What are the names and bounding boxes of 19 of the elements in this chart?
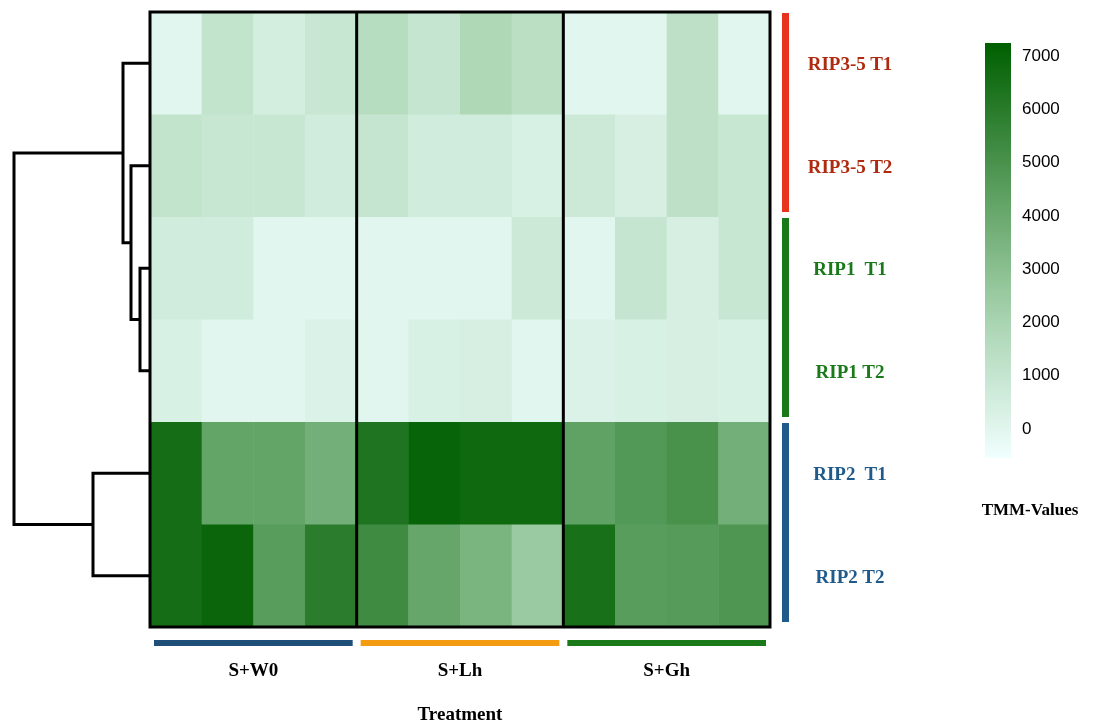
color-bar-label: 2000 <box>1022 312 1060 332</box>
color-bar-label: 0 <box>1022 418 1032 438</box>
color-bar-label: 5000 <box>1022 152 1060 172</box>
x-axis-title: Treatment <box>417 703 504 724</box>
y-tick-label: RIP1 T2 <box>815 360 885 382</box>
y-tick-label: RIP1 T1 <box>813 258 887 280</box>
color-bar-label: 3000 <box>1022 258 1060 278</box>
y-tick-label: RIP2 T1 <box>813 463 887 485</box>
color-bar-title: TMM-Values <box>981 500 1079 519</box>
y-tick-label: RIP3-5 T2 <box>807 155 893 177</box>
color-bar-label: 6000 <box>1022 99 1060 119</box>
y-tick-label: RIP2 T2 <box>815 565 885 587</box>
y-tick-label: RIP3-5 T1 <box>807 53 893 75</box>
text: S+Lh <box>437 659 483 680</box>
color-bar-label: 7000 <box>1022 45 1060 65</box>
color-bar-label: 4000 <box>1022 205 1060 225</box>
text: S+Gh <box>643 659 691 680</box>
text: S+W0 <box>228 659 279 680</box>
color-bar-label: 1000 <box>1022 365 1060 385</box>
